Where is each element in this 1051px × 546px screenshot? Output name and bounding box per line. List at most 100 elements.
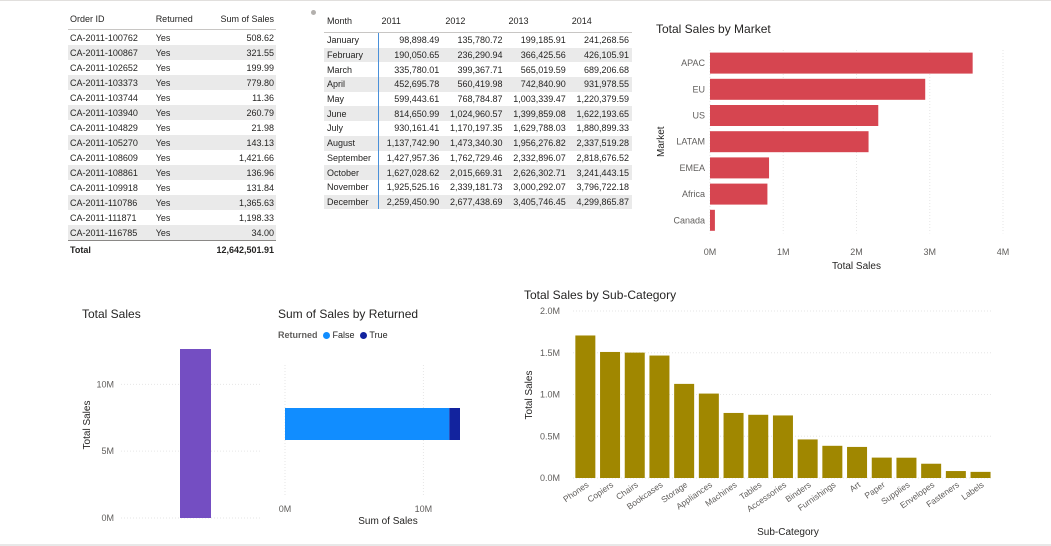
matrix-row-header: July — [324, 121, 380, 136]
subcat-bar[interactable] — [871, 457, 892, 478]
matrix-row[interactable]: July 930,161.41 1,170,197.35 1,629,788.03 1,… — [324, 121, 632, 136]
table-cell: CA-2011-103744 — [70, 92, 138, 103]
table-row[interactable]: CA-2011-103373 Yes 779.80 — [68, 75, 276, 90]
table-row[interactable]: CA-2011-102652 Yes 199.99 — [68, 60, 276, 75]
legend-true-label[interactable]: True — [369, 330, 388, 340]
subcat-bar[interactable] — [624, 352, 645, 478]
table-row[interactable]: CA-2011-100762 Yes 508.62 — [68, 30, 276, 46]
orders-column-header[interactable]: Returned — [153, 8, 203, 30]
table-cell: CA-2011-105270 — [68, 135, 154, 150]
subcat-bar[interactable] — [600, 351, 621, 478]
matrix-row[interactable]: February 190,050.65 236,290.94 366,425.56 42… — [324, 47, 632, 63]
table-row[interactable]: CA-2011-108609 Yes 1,421.66 — [68, 150, 276, 165]
market-bar-chart[interactable]: 0M 1M 2M 3M 4M APAC EU US LATAM EMEA Africa Canada T… — [650, 40, 1030, 275]
table-cell: Yes — [155, 122, 171, 133]
orders-table-visual[interactable]: Order ID Returned Sum of Sales CA-2011-100… — [68, 8, 276, 259]
matrix-row[interactable]: August 1,137,742.90 1,473,340.30 1,956,276.… — [324, 135, 632, 151]
subcat-bar[interactable] — [822, 445, 843, 478]
matrix-row[interactable]: March 335,780.01 399,367.71 565,019.59 689,2… — [324, 62, 632, 78]
matrix-cell: 366,425.56 — [505, 47, 569, 63]
month-year-matrix-visual[interactable]: Month 2011 2012 2013 2014 January 98,898.49 13… — [324, 10, 632, 210]
subcat-bar[interactable] — [674, 383, 695, 478]
total-sales-bar[interactable] — [180, 349, 211, 518]
market-bar[interactable] — [710, 78, 926, 100]
matrix-cell: 2,339,181.73 — [449, 182, 503, 193]
returned-bar-false[interactable] — [285, 408, 450, 440]
returned-bar-true[interactable] — [449, 408, 460, 440]
subcat-bar[interactable] — [748, 414, 769, 478]
market-bar[interactable] — [710, 157, 770, 179]
market-category-label: APAC — [681, 58, 705, 68]
matrix-cell: 1,399,859.08 — [505, 106, 569, 122]
matrix-column-header[interactable]: 2013 — [505, 10, 569, 33]
table-cell: CA-2011-109918 — [70, 182, 138, 193]
subcat-y-tick: 0.0M — [540, 473, 560, 483]
matrix-row[interactable]: September 1,427,957.36 1,762,729.46 2,332,8… — [324, 150, 632, 166]
legend-true-swatch — [360, 332, 368, 339]
table-row[interactable]: CA-2011-100867 Yes 321.55 — [68, 45, 276, 60]
market-bar[interactable] — [710, 131, 869, 153]
matrix-column-header[interactable]: 2014 — [568, 10, 632, 33]
month-year-matrix: Month 2011 2012 2013 2014 January 98,898.49 13… — [324, 10, 632, 210]
matrix-cell: 565,019.59 — [520, 64, 566, 75]
matrix-row-header: September — [324, 150, 380, 166]
matrix-column-header[interactable]: 2012 — [442, 10, 506, 33]
subcat-bar[interactable] — [970, 471, 991, 478]
matrix-row[interactable]: November 1,925,525.16 2,339,181.73 3,000,29… — [324, 179, 632, 195]
matrix-cell: 190,050.65 — [378, 47, 443, 63]
matrix-cell: 930,161.41 — [394, 123, 440, 134]
subcat-bar[interactable] — [649, 355, 670, 478]
subcat-bar[interactable] — [698, 393, 719, 478]
subcat-bar[interactable] — [772, 415, 793, 478]
subcat-category-label: Copiers — [585, 479, 615, 504]
total-y-tick: 5M — [101, 446, 114, 456]
subcat-bar[interactable] — [847, 446, 868, 478]
total-sales-column-chart[interactable]: 0M 5M 10M Total Sales — [76, 330, 271, 530]
subcat-bar[interactable] — [896, 457, 917, 478]
table-cell: CA-2011-116785 — [68, 225, 154, 241]
table-row[interactable]: CA-2011-103940 Yes 260.79 — [68, 105, 276, 120]
subcat-bar[interactable] — [797, 439, 818, 478]
matrix-column-header[interactable]: Month — [324, 10, 379, 33]
subcat-bar[interactable] — [921, 463, 942, 478]
table-row[interactable]: CA-2011-110786 Yes 1,365.63 — [68, 195, 276, 210]
subcat-x-axis-title: Sub-Category — [757, 527, 819, 538]
table-row[interactable]: CA-2011-109918 Yes 131.84 — [68, 180, 276, 195]
table-row[interactable]: CA-2011-116785 Yes 34.00 — [68, 225, 276, 241]
matrix-row[interactable]: October 1,627,028.62 2,015,669.31 2,626,302… — [324, 165, 632, 180]
matrix-cell: 2,332,896.07 — [513, 152, 566, 163]
subcat-bar[interactable] — [575, 335, 596, 478]
market-x-axis-title: Total Sales — [832, 261, 881, 272]
market-bar[interactable] — [710, 105, 879, 126]
matrix-cell: 1,003,339.47 — [513, 94, 566, 105]
market-category-label: Africa — [682, 189, 705, 199]
table-row[interactable]: CA-2011-104829 Yes 21.98 — [68, 120, 276, 135]
matrix-row[interactable]: April 452,695.78 560,419.98 742,840.90 931,9… — [324, 77, 632, 92]
orders-column-header[interactable]: Sum of Sales — [202, 8, 276, 30]
subcat-y-tick: 2.0M — [540, 306, 560, 316]
table-cell: CA-2011-103940 — [68, 105, 154, 120]
matrix-row[interactable]: June 814,650.99 1,024,960.57 1,399,859.08 1,… — [324, 106, 632, 122]
matrix-row[interactable]: January 98,898.49 135,780.72 199,185.91 241,… — [324, 32, 632, 48]
market-bar[interactable] — [710, 52, 973, 74]
table-row[interactable]: CA-2011-105270 Yes 143.13 — [68, 135, 276, 150]
table-row[interactable]: CA-2011-108861 Yes 136.96 — [68, 165, 276, 180]
table-row[interactable]: CA-2011-111871 Yes 1,198.33 — [68, 210, 276, 225]
market-bar[interactable] — [710, 209, 715, 231]
matrix-row-header: February — [324, 47, 380, 63]
returned-bar-chart[interactable]: 0M 10M Sum of Sales — [272, 345, 492, 535]
subcat-bar[interactable] — [945, 471, 966, 478]
subcategory-column-chart[interactable]: 0.0M0.5M1.0M1.5M2.0MPhonesCopiersChairsB… — [518, 300, 1013, 542]
orders-column-header[interactable]: Order ID — [68, 8, 154, 30]
matrix-cell: 3,241,443.15 — [568, 165, 632, 180]
market-bar[interactable] — [710, 183, 768, 205]
matrix-row[interactable]: December 2,259,450.90 2,677,438.69 3,405,74… — [324, 194, 632, 210]
table-cell: 21.98 — [251, 122, 274, 133]
table-row[interactable]: CA-2011-103744 Yes 11.36 — [68, 90, 276, 105]
matrix-cell: 452,695.78 — [378, 77, 443, 92]
subcat-bar[interactable] — [723, 412, 744, 478]
legend-false-label[interactable]: False — [332, 330, 355, 340]
matrix-column-header[interactable]: 2011 — [378, 10, 443, 33]
matrix-row[interactable]: May 599,443.61 768,784.87 1,003,339.47 1,220… — [324, 91, 632, 107]
matrix-cell: 2,337,519.28 — [568, 135, 632, 151]
